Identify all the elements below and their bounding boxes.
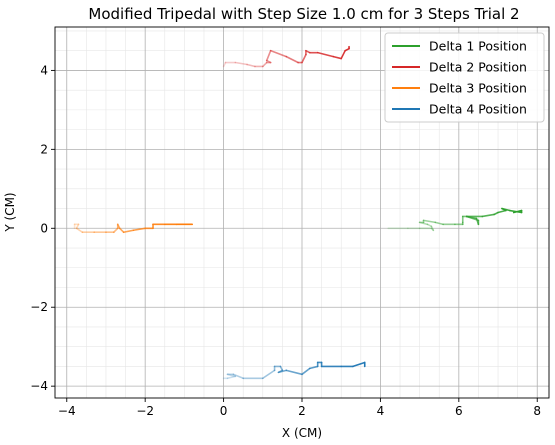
series-4-segment [309,365,319,370]
series-1-segment [481,213,495,218]
series-1-segment [426,223,433,228]
series-4-segment [277,369,288,374]
y-tick-label: 0 [40,221,48,235]
x-tick-label: 0 [220,404,228,418]
x-tick-label: 8 [533,404,541,418]
series-3-line [73,223,194,234]
y-tick-label: −2 [30,300,48,314]
legend: Delta 1 Position Delta 2 Position Delta 3 … [384,32,545,123]
y-axis-label: Y (CM) [3,192,17,232]
series-1-segment [422,219,437,224]
series-2-segment [332,55,343,60]
series-4-line [222,361,366,380]
legend-items: Delta 1 Position Delta 2 Position Delta 3 … [392,39,527,117]
series-3-segment [122,229,135,234]
series-2-segment [285,55,299,64]
series-3-segment [118,227,125,234]
series-2-segment [301,53,307,64]
series-2-segment [316,51,335,58]
series-layer [73,45,523,380]
series-2-line [222,45,350,68]
series-4-segment [226,375,237,380]
series-2-segment [234,61,248,66]
series-1-segment [430,225,435,232]
x-tick-label: 2 [298,404,306,418]
series-2-segment [340,49,346,60]
series-3-segment [75,227,84,234]
y-tick-label: −4 [30,379,48,393]
y-tick-label: 4 [40,63,48,77]
chart-title: Modified Tripedal with Step Size 1.0 cm … [88,5,519,23]
series-2-segment [246,63,256,68]
series-2-segment [265,49,272,62]
y-tick-label: 2 [40,142,48,156]
series-1-segment [430,227,435,232]
series-2-segment [269,49,288,58]
series-2-segment [261,61,268,68]
series-1-segment [501,207,511,212]
legend-box [384,32,545,123]
series-3-segment [75,223,80,230]
x-axis-label: X (CM) [282,426,322,440]
series-1-segment [434,221,444,226]
series-1-segment [512,209,523,214]
tick-layer: −4 −2 0 2 4 6 8 −4 −2 0 2 4 [30,63,541,418]
x-tick-label: 6 [455,404,463,418]
series-1-segment [475,217,480,226]
series-4-segment [226,373,237,378]
series-3-segment [113,227,119,234]
series-1-line [387,207,523,232]
series-1-segment [497,209,507,214]
x-tick-label: 4 [377,404,385,418]
series-1-segment [418,221,429,226]
x-tick-label: −4 [58,404,76,418]
series-4-segment [352,361,366,368]
series-2-segment [222,61,227,68]
legend-label-4: Delta 4 Position [429,102,527,117]
series-3-segment [132,227,146,232]
series-4-segment [285,369,303,376]
series-4-segment [261,369,276,380]
x-tick-label: −2 [136,404,154,418]
legend-label-2: Delta 2 Position [429,60,527,75]
legend-label-1: Delta 1 Position [429,39,527,54]
legend-label-3: Delta 3 Position [429,81,527,96]
series-4-segment [232,373,244,380]
series-4-segment [301,367,311,376]
